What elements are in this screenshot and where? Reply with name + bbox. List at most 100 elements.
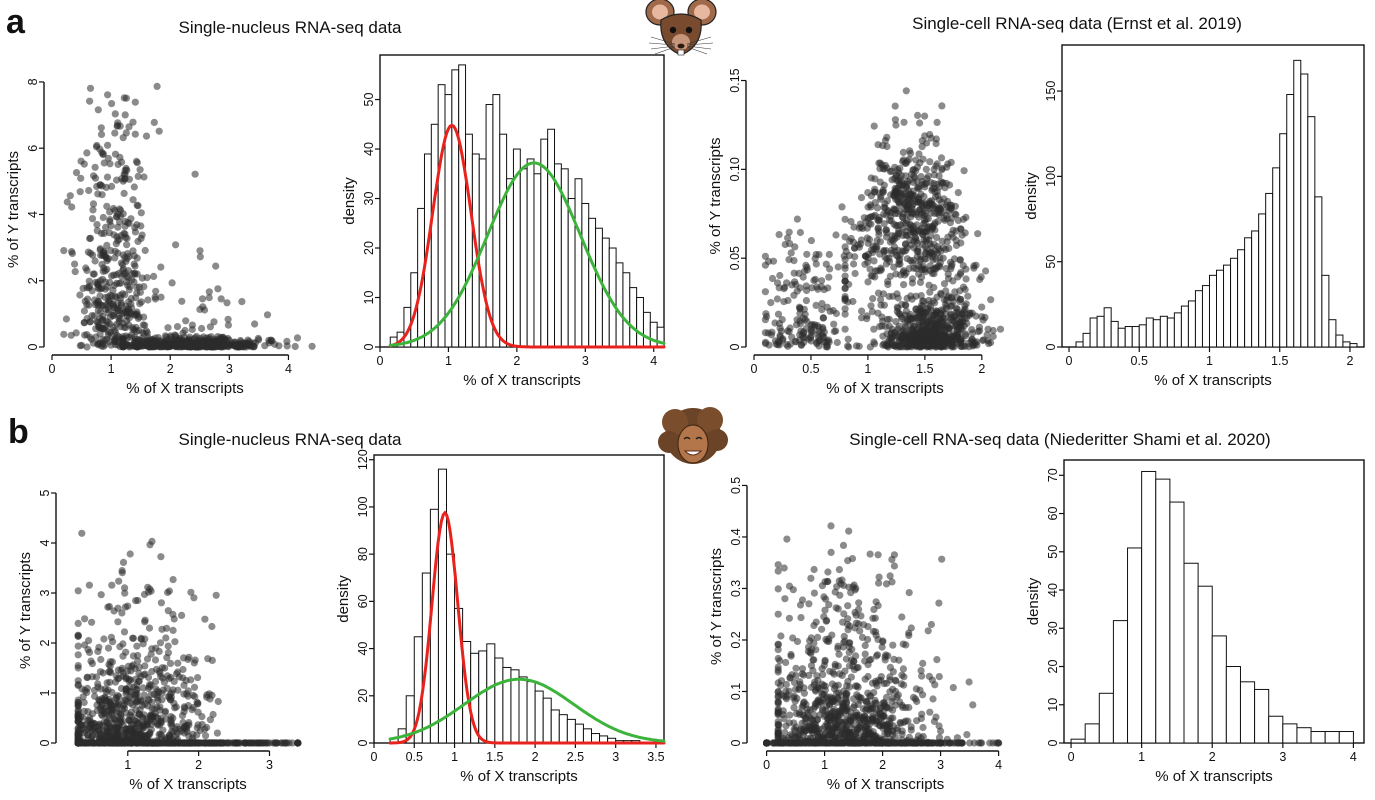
scatter-point xyxy=(130,260,138,268)
scatter-point xyxy=(947,310,955,318)
histogram-bar xyxy=(458,64,467,348)
histogram-bar xyxy=(1272,167,1281,348)
scatter-point xyxy=(781,595,789,603)
scatter-point xyxy=(120,628,129,636)
scatter-point xyxy=(944,160,952,168)
scatter-point xyxy=(792,280,800,289)
histogram-bar xyxy=(582,728,593,744)
scatter-point xyxy=(877,704,885,712)
scatter-point xyxy=(871,699,879,707)
scatter-point xyxy=(864,189,872,197)
scatter-point xyxy=(938,555,946,563)
scatter-point xyxy=(824,577,832,586)
scatter-point xyxy=(97,124,105,132)
scatter-point xyxy=(850,704,858,712)
scatter-point xyxy=(774,640,782,648)
scatter-point xyxy=(178,611,186,620)
scatter-point xyxy=(844,602,852,610)
histogram-bar xyxy=(1254,688,1270,744)
scatter-point xyxy=(144,702,152,710)
scatter-point xyxy=(134,237,142,245)
scatter-point xyxy=(902,641,910,649)
scatter-point xyxy=(131,228,139,236)
scatter-point xyxy=(906,236,914,244)
scatter-point xyxy=(148,645,156,653)
x-axis-label: % of X transcripts xyxy=(1154,372,1272,389)
scatter-point xyxy=(965,678,973,686)
scatter-point xyxy=(122,696,130,704)
x-axis-label: % of X transcripts xyxy=(463,372,581,389)
scatter-point xyxy=(812,646,820,654)
scatter-point xyxy=(925,672,934,681)
scatter-point xyxy=(924,627,932,635)
scatter-point xyxy=(814,730,822,739)
scatter-point xyxy=(832,231,840,239)
scatter-point xyxy=(784,296,792,305)
scatter-point xyxy=(117,666,125,674)
scatter-point xyxy=(139,328,147,337)
scatter-point xyxy=(949,336,957,344)
scatter-point xyxy=(889,694,897,702)
scatter-point xyxy=(269,739,277,747)
scatter-point xyxy=(908,275,917,283)
scatter-point xyxy=(951,288,959,296)
scatter-point xyxy=(129,196,137,204)
y-tick-label: 120 xyxy=(356,449,370,470)
scatter-point xyxy=(890,263,898,271)
scatter-point xyxy=(886,704,894,712)
scatter-point xyxy=(762,310,770,318)
scatter-point xyxy=(775,284,783,292)
scatter-point xyxy=(845,662,854,670)
x-tick-label: 1.5 xyxy=(916,362,933,376)
scatter-point xyxy=(143,655,152,663)
scatter-point xyxy=(863,312,871,320)
histogram-bar xyxy=(1349,343,1358,348)
scatter-point xyxy=(92,727,100,735)
x-tick-label: 4 xyxy=(650,354,657,368)
scatter-point xyxy=(781,729,789,737)
scatter-point xyxy=(844,677,852,686)
scatter-point xyxy=(841,233,849,241)
scatter-point xyxy=(899,148,908,156)
scatter-point xyxy=(86,84,95,92)
scatter-point xyxy=(100,325,108,333)
y-tick-label: 0.4 xyxy=(729,528,743,545)
scatter-point xyxy=(140,173,148,181)
scatter-point xyxy=(172,703,180,711)
histogram-bar xyxy=(547,128,556,348)
x-axis-label: % of X transcripts xyxy=(126,380,244,397)
histogram-bar xyxy=(499,133,508,348)
scatter-point xyxy=(926,288,934,296)
scatter-point xyxy=(893,233,901,241)
scatter-point xyxy=(80,160,88,168)
scatter-point xyxy=(936,309,945,317)
x-tick-label: 0 xyxy=(371,750,378,764)
histogram-bar xyxy=(1197,585,1213,744)
scatter-point xyxy=(263,311,272,319)
scatter-point xyxy=(777,632,785,640)
scatter-point xyxy=(84,295,92,303)
scatter-point xyxy=(790,269,798,277)
scatter-point xyxy=(904,317,912,325)
histogram-bar xyxy=(1296,727,1312,744)
scatter-point xyxy=(157,599,165,607)
scatter-point xyxy=(252,739,261,747)
scatter-point xyxy=(842,655,850,663)
scatter-point xyxy=(857,194,866,202)
scatter-point xyxy=(113,233,121,241)
histogram-bar xyxy=(1096,315,1105,348)
scatter-point xyxy=(171,341,179,350)
scatter-point xyxy=(914,111,922,119)
scatter-point xyxy=(778,316,786,324)
scatter-point xyxy=(60,247,68,255)
scatter-point xyxy=(131,333,139,341)
scatter-point xyxy=(198,324,206,333)
x-axis-label: % of X transcripts xyxy=(827,776,945,793)
scatter-point xyxy=(790,692,798,700)
histogram-bar xyxy=(595,227,603,348)
scatter-point xyxy=(929,311,937,320)
x-tick-label: 1 xyxy=(451,750,458,764)
histogram-bar xyxy=(437,468,448,744)
